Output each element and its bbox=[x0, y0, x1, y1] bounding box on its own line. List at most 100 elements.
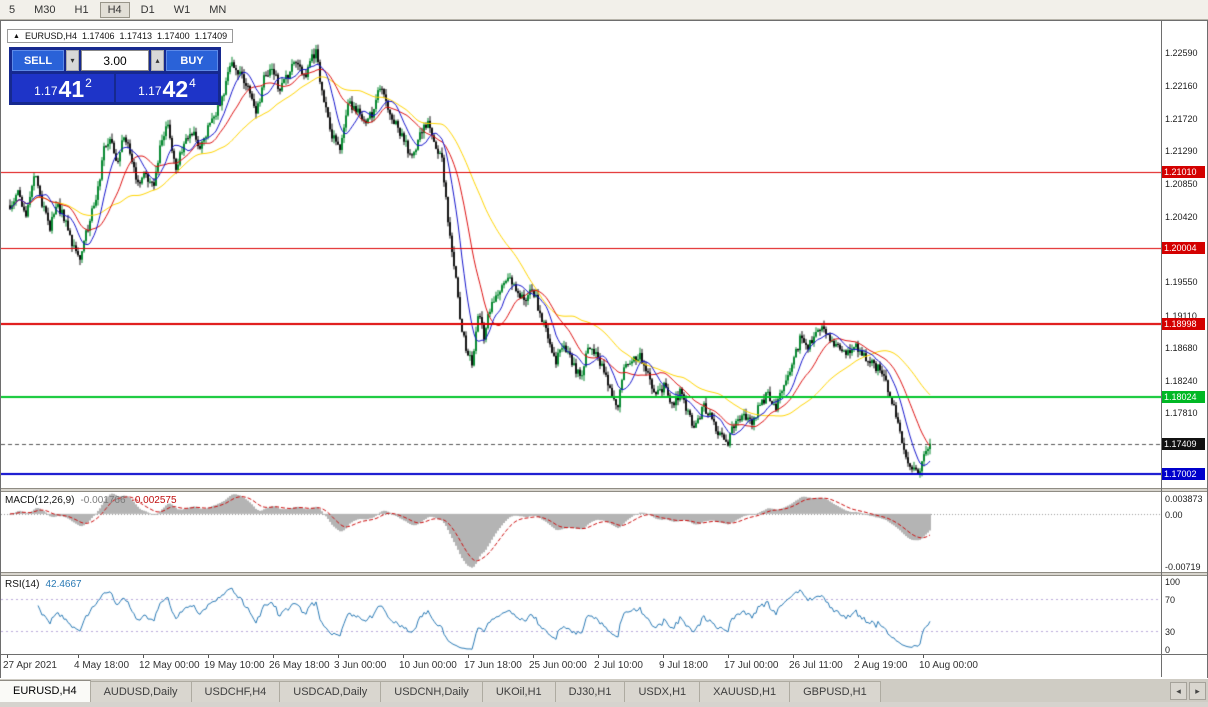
price-line-badge: 1.17002 bbox=[1162, 468, 1205, 480]
time-axis-tick bbox=[728, 655, 729, 658]
one-click-trading-panel: SELL ▾ 3.00 ▴ BUY 1.17 41 2 1.17 42 4 bbox=[9, 47, 221, 105]
date-label: 2 Aug 19:00 bbox=[854, 660, 907, 671]
date-label: 3 Jun 00:00 bbox=[334, 660, 386, 671]
time-axis-tick bbox=[923, 655, 924, 658]
time-axis-tick bbox=[143, 655, 144, 658]
rsi-indicator-label: RSI(14) 42.4667 bbox=[5, 579, 82, 590]
date-label: 4 May 18:00 bbox=[74, 660, 129, 671]
chart-title-box: ▲ EURUSD,H4 1.17406 1.17413 1.17400 1.17… bbox=[7, 29, 233, 43]
period-button-h1[interactable]: H1 bbox=[67, 2, 97, 18]
period-button-d1[interactable]: D1 bbox=[133, 2, 163, 18]
price-line-badge: 1.18024 bbox=[1162, 391, 1205, 403]
ohlc-low: 1.17400 bbox=[157, 31, 190, 41]
price-axis-label: 1.22160 bbox=[1165, 81, 1198, 91]
macd-main-value: -0.001766 bbox=[80, 495, 125, 506]
price-line-badge: 1.18998 bbox=[1162, 318, 1205, 330]
price-axis-divider bbox=[1161, 21, 1162, 677]
chart-symbol: EURUSD,H4 bbox=[25, 31, 77, 41]
rsi-axis-label: 30 bbox=[1165, 627, 1175, 637]
price-axis-label: 1.17810 bbox=[1165, 408, 1198, 418]
chart-tab-dj30-h1[interactable]: DJ30,H1 bbox=[556, 681, 626, 702]
rsi-title: RSI(14) bbox=[5, 579, 39, 590]
macd-axis-label: -0.00719 bbox=[1165, 562, 1201, 572]
macd-signal-value: -0.002575 bbox=[132, 495, 177, 506]
period-button-5[interactable]: 5 bbox=[1, 2, 23, 18]
collapse-icon: ▲ bbox=[13, 32, 20, 41]
chart-tab-xauusd-h1[interactable]: XAUUSD,H1 bbox=[700, 681, 790, 702]
time-axis[interactable]: 27 Apr 2021 4 May 18:00 12 May 00:00 19 May… bbox=[1, 654, 1207, 678]
period-button-mn[interactable]: MN bbox=[201, 2, 234, 18]
time-axis-tick bbox=[663, 655, 664, 658]
date-label: 27 Apr 2021 bbox=[3, 660, 57, 671]
chart-tab-audusd-daily[interactable]: AUDUSD,Daily bbox=[91, 681, 192, 702]
chart-tab-eurusd-h4[interactable]: EURUSD,H4 bbox=[0, 680, 91, 702]
time-axis-tick bbox=[598, 655, 599, 658]
current-price-badge: 1.17409 bbox=[1162, 438, 1205, 450]
rsi-axis-label: 70 bbox=[1165, 595, 1175, 605]
ask-price-digits: 42 bbox=[163, 77, 189, 101]
rsi-pane-canvas[interactable] bbox=[1, 576, 1161, 654]
ohlc-open: 1.17406 bbox=[82, 31, 115, 41]
date-label: 12 May 00:00 bbox=[139, 660, 200, 671]
macd-axis-label: 0.003873 bbox=[1165, 494, 1203, 504]
ask-price-pipette: 4 bbox=[189, 77, 196, 89]
date-label: 10 Aug 00:00 bbox=[919, 660, 978, 671]
date-label: 9 Jul 18:00 bbox=[659, 660, 708, 671]
time-axis-tick bbox=[533, 655, 534, 658]
buy-price-button[interactable]: 1.17 42 4 bbox=[116, 74, 218, 102]
price-axis-label: 1.18240 bbox=[1165, 376, 1198, 386]
sell-button[interactable]: SELL bbox=[12, 50, 64, 71]
price-axis-label: 1.19110 bbox=[1165, 311, 1197, 321]
time-axis-tick bbox=[7, 655, 8, 658]
time-axis-tick bbox=[78, 655, 79, 658]
tab-scroll-right-button[interactable]: ▸ bbox=[1189, 682, 1206, 700]
date-label: 17 Jun 18:00 bbox=[464, 660, 522, 671]
period-button-w1[interactable]: W1 bbox=[166, 2, 199, 18]
tab-scroll-left-button[interactable]: ◂ bbox=[1170, 682, 1187, 700]
date-label: 17 Jul 00:00 bbox=[724, 660, 779, 671]
date-label: 2 Jul 10:00 bbox=[594, 660, 643, 671]
price-axis-label: 1.21720 bbox=[1165, 114, 1198, 124]
chart-tab-ukoil-h1[interactable]: UKOil,H1 bbox=[483, 681, 556, 702]
bid-price-digits: 41 bbox=[59, 77, 85, 101]
buy-button[interactable]: BUY bbox=[166, 50, 218, 71]
ask-price-prefix: 1.17 bbox=[138, 81, 161, 101]
price-axis-label: 1.22590 bbox=[1165, 48, 1198, 58]
chart-tab-usdx-h1[interactable]: USDX,H1 bbox=[625, 681, 700, 702]
period-button-m30[interactable]: M30 bbox=[26, 2, 63, 18]
ohlc-high: 1.17413 bbox=[120, 31, 153, 41]
date-label: 19 May 10:00 bbox=[204, 660, 265, 671]
price-axis-label: 1.19550 bbox=[1165, 277, 1198, 287]
chart-tab-gbpusd-h1[interactable]: GBPUSD,H1 bbox=[790, 681, 881, 702]
period-button-h4[interactable]: H4 bbox=[100, 2, 130, 18]
price-axis-label: 1.21290 bbox=[1165, 146, 1198, 156]
rsi-axis-label: 100 bbox=[1165, 577, 1180, 587]
price-line-badge: 1.20004 bbox=[1162, 242, 1205, 254]
ohlc-close: 1.17409 bbox=[195, 31, 228, 41]
price-axis-label: 1.18680 bbox=[1165, 343, 1198, 353]
chart-tab-usdcnh-daily[interactable]: USDCNH,Daily bbox=[381, 681, 483, 702]
volume-decrease-button[interactable]: ▾ bbox=[66, 50, 79, 71]
time-axis-tick bbox=[273, 655, 274, 658]
bid-price-prefix: 1.17 bbox=[34, 81, 57, 101]
time-axis-tick bbox=[858, 655, 859, 658]
chart-tab-usdchf-h4[interactable]: USDCHF,H4 bbox=[192, 681, 281, 702]
date-label: 25 Jun 00:00 bbox=[529, 660, 587, 671]
volume-input[interactable]: 3.00 bbox=[81, 50, 149, 71]
time-axis-tick bbox=[338, 655, 339, 658]
volume-increase-button[interactable]: ▴ bbox=[151, 50, 164, 71]
date-label: 10 Jun 00:00 bbox=[399, 660, 457, 671]
chart-tab-bar: EURUSD,H4AUDUSD,DailyUSDCHF,H4USDCAD,Dai… bbox=[0, 678, 1208, 702]
date-label: 26 Jul 11:00 bbox=[789, 660, 843, 671]
price-line-badge: 1.21010 bbox=[1162, 166, 1205, 178]
status-bar bbox=[0, 702, 1208, 707]
time-axis-tick bbox=[208, 655, 209, 658]
rsi-value: 42.4667 bbox=[45, 579, 81, 590]
price-axis-label: 1.20850 bbox=[1165, 179, 1198, 189]
time-axis-tick bbox=[403, 655, 404, 658]
sell-price-button[interactable]: 1.17 41 2 bbox=[12, 74, 114, 102]
macd-indicator-label: MACD(12,26,9) -0.001766 -0.002575 bbox=[5, 495, 177, 506]
time-axis-tick bbox=[793, 655, 794, 658]
macd-axis-label: 0.00 bbox=[1165, 510, 1183, 520]
chart-tab-usdcad-daily[interactable]: USDCAD,Daily bbox=[280, 681, 381, 702]
